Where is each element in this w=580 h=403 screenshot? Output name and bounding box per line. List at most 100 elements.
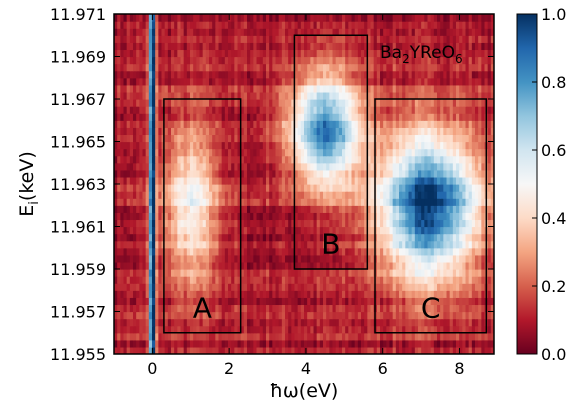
heatmap-cell (475, 84, 479, 93)
heatmap-cell (399, 332, 403, 341)
heatmap-cell (430, 148, 435, 157)
heatmap-cell (231, 184, 235, 192)
heatmap-cell (139, 63, 144, 72)
heatmap-cell (430, 77, 435, 86)
heatmap-cell (370, 148, 375, 157)
heatmap-cell (421, 226, 425, 235)
heatmap-cell (171, 205, 175, 213)
heatmap-cell (465, 283, 470, 291)
heatmap-cell (218, 155, 223, 164)
heatmap-cell (123, 176, 128, 185)
heatmap-cell (275, 106, 280, 114)
heatmap-cell (304, 261, 308, 270)
heatmap-cell (256, 113, 261, 121)
heatmap-cell (411, 155, 416, 164)
heatmap-cell (440, 290, 444, 298)
heatmap-cell (475, 332, 479, 341)
heatmap-cell (275, 346, 280, 354)
heatmap-cell (215, 169, 220, 178)
heatmap-cell (145, 99, 150, 107)
heatmap-cell (240, 346, 245, 354)
heatmap-cell (449, 99, 454, 107)
heatmap-cell (120, 318, 125, 327)
heatmap-cell (148, 346, 153, 354)
heatmap-cell (364, 205, 368, 213)
heatmap-cell (471, 141, 476, 150)
heatmap-cell (430, 261, 435, 270)
heatmap-cell (291, 297, 296, 306)
heatmap-cell (152, 205, 156, 213)
heatmap-cell (487, 120, 492, 128)
heatmap-cell (316, 212, 321, 221)
heatmap-cell (285, 184, 289, 192)
heatmap-cell (490, 332, 494, 341)
heatmap-cell (326, 155, 330, 164)
heatmap-cell (475, 240, 479, 249)
heatmap-cell (471, 297, 476, 306)
heatmap-cell (430, 332, 435, 341)
heatmap-cell (139, 113, 144, 121)
heatmap-cell (345, 297, 349, 306)
heatmap-cell (224, 290, 229, 298)
heatmap-cell (278, 276, 283, 284)
heatmap-cell (468, 304, 473, 313)
heatmap-cell (199, 63, 204, 72)
heatmap-cell (152, 226, 156, 235)
heatmap-cell (456, 91, 460, 100)
heatmap-cell (345, 325, 349, 334)
heatmap-cell (433, 318, 438, 327)
heatmap-cell (291, 304, 296, 313)
heatmap-cell (205, 325, 210, 334)
heatmap-cell (275, 325, 280, 334)
heatmap-cell (205, 141, 210, 150)
heatmap-cell (250, 99, 254, 107)
heatmap-cell (300, 276, 305, 284)
heatmap-cell (196, 219, 201, 228)
heatmap-cell (205, 134, 210, 143)
heatmap-cell (228, 325, 232, 334)
heatmap-cell (161, 77, 166, 86)
heatmap-cell (285, 233, 289, 242)
heatmap-cell (361, 226, 365, 235)
heatmap-cell (218, 226, 223, 235)
heatmap-cell (399, 318, 403, 327)
heatmap-cell (190, 269, 194, 277)
heatmap-cell (243, 219, 248, 228)
heatmap-cell (231, 176, 235, 185)
heatmap-cell (262, 141, 267, 150)
heatmap-cell (446, 240, 451, 249)
heatmap-cell (437, 311, 441, 320)
heatmap-cell (304, 283, 308, 291)
heatmap-cell (231, 84, 235, 93)
heatmap-cell (155, 325, 159, 334)
heatmap-cell (224, 346, 229, 354)
heatmap-cell (129, 127, 134, 136)
heatmap-cell (180, 169, 185, 178)
heatmap-cell (481, 283, 486, 291)
heatmap-cell (259, 276, 264, 284)
heatmap-cell (481, 318, 486, 327)
heatmap-cell (323, 155, 327, 164)
heatmap-cell (471, 134, 476, 143)
heatmap-cell (361, 325, 365, 334)
heatmap-cell (237, 191, 242, 199)
heatmap-cell (449, 339, 454, 348)
heatmap-cell (285, 99, 289, 107)
heatmap-cell (174, 63, 178, 72)
heatmap-cell (323, 198, 327, 206)
heatmap-cell (380, 254, 384, 263)
heatmap-cell (411, 233, 416, 242)
heatmap-cell (411, 283, 416, 291)
heatmap-cell (294, 212, 299, 221)
heatmap-cell (281, 212, 286, 221)
heatmap-cell (215, 226, 220, 235)
heatmap-cell (471, 233, 476, 242)
heatmap-cell (468, 325, 473, 334)
heatmap-cell (338, 162, 343, 171)
heatmap-cell (475, 141, 479, 150)
heatmap-cell (183, 247, 188, 256)
heatmap-cell (361, 297, 365, 306)
heatmap-cell (177, 148, 182, 157)
heatmap-cell (490, 99, 494, 107)
heatmap-cell (316, 56, 321, 65)
